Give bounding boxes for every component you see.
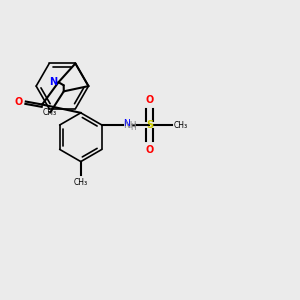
Text: CH₃: CH₃: [173, 121, 187, 130]
Text: H: H: [130, 123, 136, 132]
Text: CH₃: CH₃: [43, 108, 57, 117]
Text: O: O: [15, 97, 23, 106]
Text: N: N: [49, 77, 57, 87]
Text: O: O: [145, 145, 154, 155]
Text: NH: NH: [123, 121, 137, 130]
Text: S: S: [146, 120, 153, 130]
Text: CH₃: CH₃: [74, 178, 88, 187]
Text: N: N: [123, 119, 130, 128]
Text: O: O: [145, 95, 154, 105]
